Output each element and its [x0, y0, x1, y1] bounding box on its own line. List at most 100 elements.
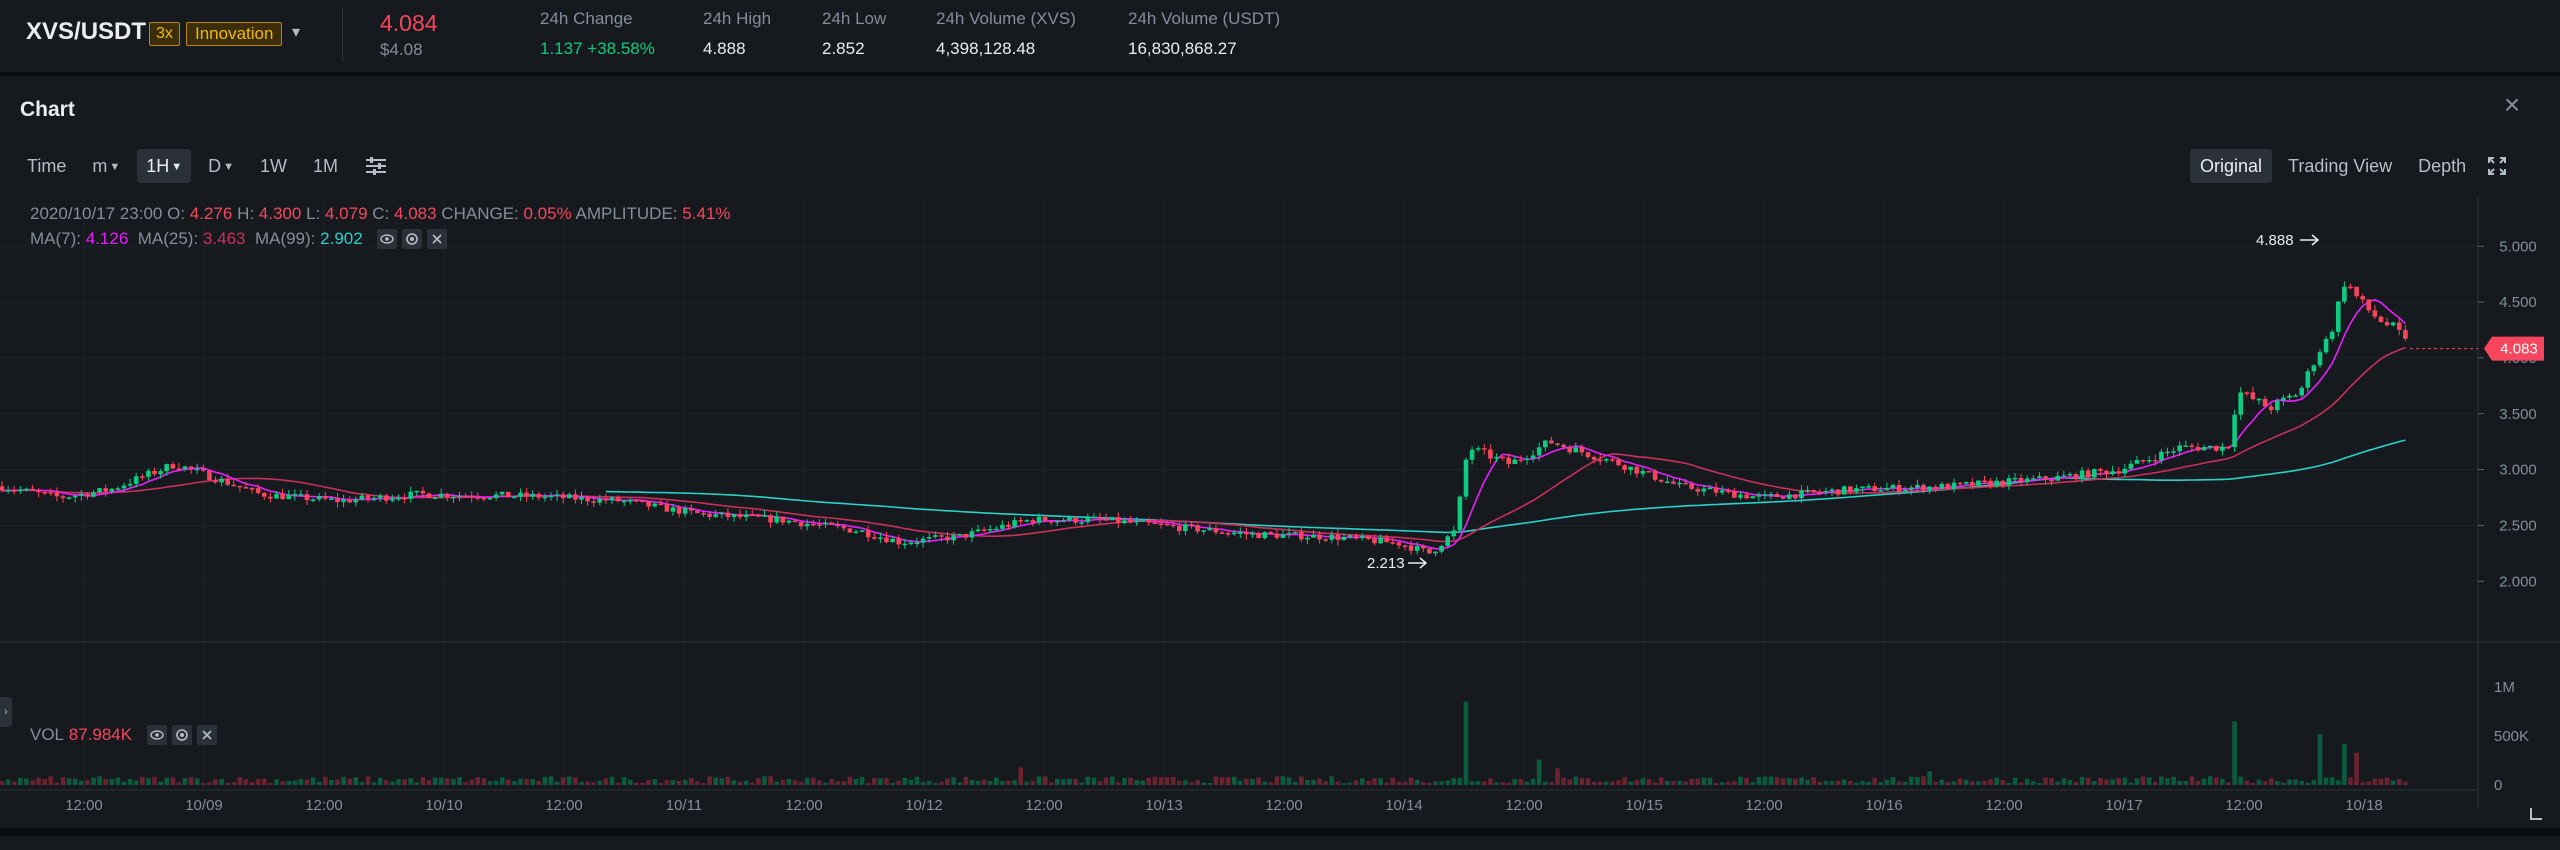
view-depth[interactable]: Depth [2418, 156, 2467, 176]
candle-body [798, 522, 804, 527]
candle-body [2189, 445, 2195, 447]
candle-body [1402, 545, 1408, 547]
volume-bar [2195, 780, 2201, 785]
candle-body [1890, 485, 1896, 488]
timeframe-1m[interactable]: 1M [304, 149, 347, 183]
timeframe-day[interactable]: D ▼ [199, 149, 243, 183]
timeframe-1h[interactable]: 1H ▼ [137, 149, 192, 183]
timeframe-label: 1W [260, 156, 288, 176]
volume-bar [634, 782, 639, 785]
volume-bar [335, 779, 340, 785]
gear-icon[interactable] [402, 229, 423, 249]
volume-bar [1250, 778, 1255, 785]
candle-body [225, 478, 230, 485]
volume-bar [792, 780, 798, 785]
candle-body [1561, 444, 1566, 448]
eye-icon[interactable] [377, 229, 398, 249]
volume-bar [1152, 776, 1158, 785]
volume-bar [2354, 752, 2359, 785]
volume-bar [524, 778, 529, 785]
volume-bar [438, 777, 444, 785]
timeframe-minutes[interactable]: m ▼ [83, 149, 129, 183]
candle-body [286, 495, 291, 500]
time-axis-label: 10/18 [2345, 797, 2383, 814]
volume-bar [188, 777, 194, 785]
candle-body [987, 529, 993, 531]
volume-bar [1463, 701, 1469, 785]
candle-body [1341, 536, 1347, 541]
candle-body [1421, 545, 1426, 549]
close-icon[interactable]: × [2503, 89, 2521, 120]
candle-body [475, 497, 481, 499]
timeframe-time[interactable]: Time [18, 149, 75, 183]
candle-body [908, 542, 914, 545]
candle-body [1183, 524, 1188, 532]
gear-icon[interactable] [171, 725, 192, 745]
sliders-icon[interactable] [363, 149, 389, 183]
candle-body [1841, 486, 1847, 495]
x-icon[interactable] [196, 725, 217, 745]
volume-bar [1738, 776, 1743, 785]
time-axis-label: 10/11 [666, 797, 702, 814]
chart-area[interactable]: 5.0004.5004.0003.5003.0002.5002.0001M500… [0, 196, 2560, 828]
timeframe-1w[interactable]: 1W [251, 149, 296, 183]
volume-bar [1317, 778, 1322, 785]
symbol-dropdown-icon[interactable]: ▾ [292, 24, 301, 41]
volume-bar [2293, 779, 2298, 785]
candle-body [1591, 456, 1597, 460]
volume-bar [2232, 721, 2237, 785]
candle-body [2360, 296, 2365, 300]
fullscreen-icon[interactable] [2482, 149, 2512, 183]
volume-bar [48, 776, 54, 785]
volume-bar [1951, 781, 1957, 785]
volume-bar [890, 783, 895, 785]
symbol-title[interactable]: XVS/USDT [26, 18, 147, 45]
volume-bar [933, 782, 938, 785]
volume-bar [1390, 777, 1396, 785]
volume-bar [2305, 782, 2311, 785]
eye-icon[interactable] [146, 725, 167, 745]
candle-body [1683, 482, 1688, 485]
candle-body [1988, 480, 1993, 487]
candle-body [1707, 487, 1713, 490]
innovation-badge[interactable]: Innovation [186, 22, 283, 46]
candle-body [2323, 338, 2329, 353]
view-original[interactable]: Original [2190, 149, 2273, 183]
candle-body [1256, 533, 1261, 539]
candle-body [963, 534, 969, 538]
candle-body [451, 496, 456, 499]
x-icon[interactable] [427, 229, 448, 249]
candle-body [1109, 517, 1115, 520]
view-trading-view[interactable]: Trading View [2288, 156, 2393, 176]
candle-body [2317, 352, 2323, 366]
stat-value: 4,398,128.48 [936, 39, 1036, 58]
candlestick-chart[interactable]: 5.0004.5004.0003.5003.0002.5002.0001M500… [0, 196, 2560, 828]
legend-change: 0.05% [523, 204, 572, 223]
candle-body [1787, 494, 1792, 499]
candle-body [2018, 477, 2024, 483]
candle-body [1207, 528, 1213, 531]
volume-bar [1030, 781, 1036, 785]
volume-bar [1189, 782, 1194, 785]
volume-axis-label: 500K [2494, 728, 2529, 745]
volume-bar [1378, 778, 1383, 785]
volume-bar [2055, 781, 2060, 785]
volume-bar [2049, 778, 2054, 785]
volume-bar [170, 777, 176, 785]
leverage-badge[interactable]: 3x [149, 22, 180, 46]
candle-body [1268, 532, 1274, 534]
candle-body [762, 515, 767, 517]
candle-body [1305, 537, 1310, 540]
resize-corner-icon[interactable] [2530, 808, 2542, 820]
volume-bar [1067, 778, 1072, 785]
candle-body [536, 493, 542, 498]
volume-bar [957, 782, 962, 785]
volume-bar [1707, 777, 1713, 785]
candle-body [1500, 456, 1505, 459]
candle-body [817, 524, 822, 526]
candle-body [1274, 533, 1280, 538]
candle-body [975, 529, 981, 532]
volume-bar [1262, 781, 1267, 785]
expand-panel-handle[interactable]: › [0, 697, 12, 727]
candle-body [231, 484, 237, 487]
